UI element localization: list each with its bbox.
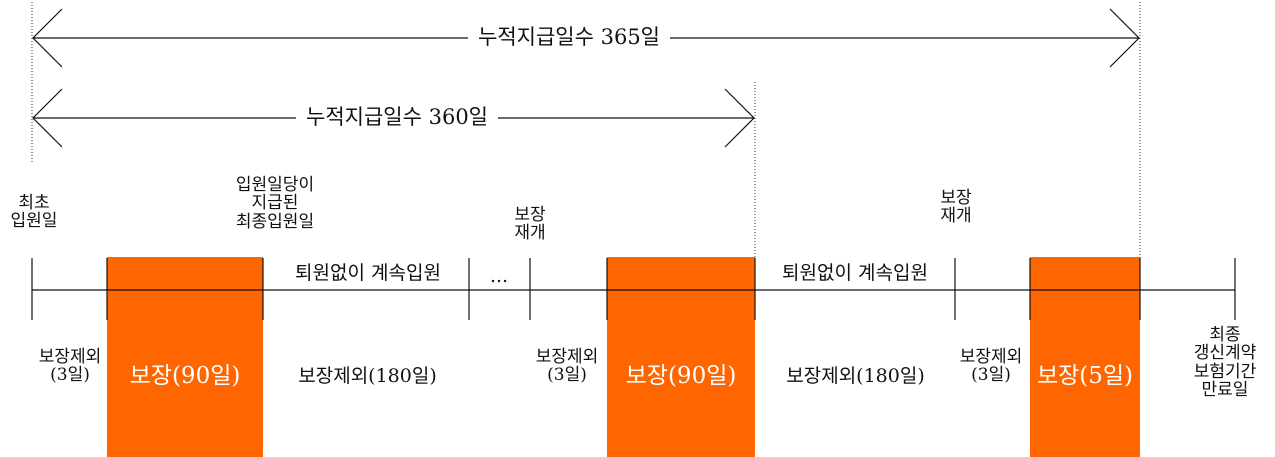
coverage-90-label-b: 보장(90일): [625, 363, 737, 389]
exclusion-180-label-b: 보장제외(180일): [786, 365, 925, 387]
span-365-label: 누적지급일수 365일: [468, 26, 670, 49]
exclusion-3-label-b: 보장제외 (3일): [535, 347, 599, 386]
span-360-label: 누적지급일수 360일: [296, 106, 498, 129]
coverage-5-label: 보장(5일): [1036, 363, 1134, 389]
exclusion-3-label-a: 보장제외 (3일): [38, 347, 102, 386]
ellipsis: ...: [489, 265, 509, 287]
exclusion-180-label-a: 보장제외(180일): [298, 365, 437, 387]
coverage-90-label-a: 보장(90일): [129, 363, 241, 389]
last-paid-admission-label: 입원일당이 지급된 최종입원일: [235, 175, 315, 232]
resume-label-2: 보장 재개: [940, 188, 972, 227]
continuous-stay-label-1: 퇴원없이 계속입원: [295, 262, 441, 284]
exclusion-3-label-c: 보장제외 (3일): [959, 347, 1023, 386]
first-admission-label: 최초 입원일: [10, 193, 58, 232]
continuous-stay-label-2: 퇴원없이 계속입원: [782, 262, 928, 284]
block-edges: [106, 258, 1141, 320]
resume-label-1: 보장 재개: [514, 205, 546, 244]
final-expiry-label: 최종 갱신계약 보험기간 만료일: [1193, 325, 1257, 401]
